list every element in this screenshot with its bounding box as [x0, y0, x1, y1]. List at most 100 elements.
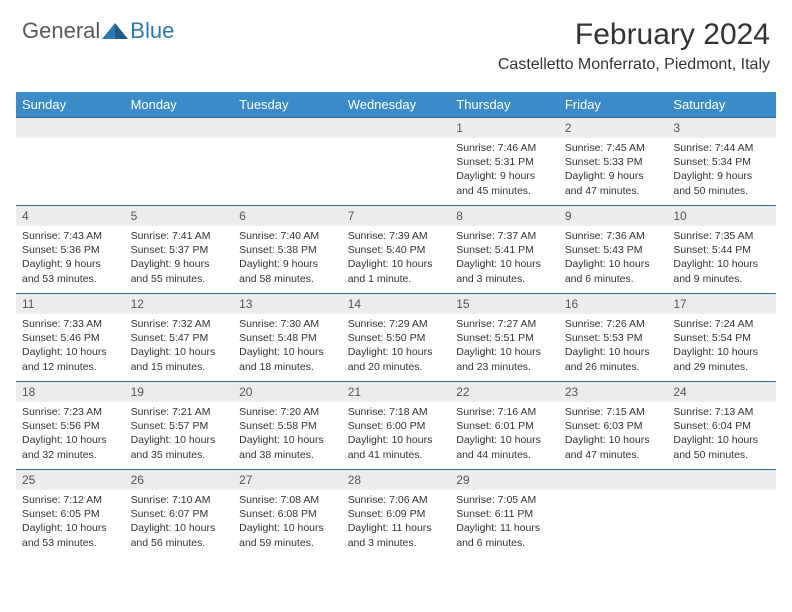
sunrise-text: Sunrise: 7:06 AM: [348, 493, 445, 507]
day-cell: 18Sunrise: 7:23 AMSunset: 5:56 PMDayligh…: [16, 382, 125, 470]
day-number: 16: [559, 294, 668, 314]
day-cell: 3Sunrise: 7:44 AMSunset: 5:34 PMDaylight…: [667, 118, 776, 206]
daylight-text: Daylight: 10 hours and 44 minutes.: [456, 433, 553, 461]
day-details: Sunrise: 7:13 AMSunset: 6:04 PMDaylight:…: [667, 402, 776, 468]
daylight-text: Daylight: 10 hours and 29 minutes.: [673, 345, 770, 373]
day-number: 7: [342, 206, 451, 226]
daylight-text: Daylight: 10 hours and 9 minutes.: [673, 257, 770, 285]
daylight-text: Daylight: 10 hours and 12 minutes.: [22, 345, 119, 373]
sunrise-text: Sunrise: 7:33 AM: [22, 317, 119, 331]
day-number: 8: [450, 206, 559, 226]
sunset-text: Sunset: 5:38 PM: [239, 243, 336, 257]
day-number: 22: [450, 382, 559, 402]
day-details: Sunrise: 7:35 AMSunset: 5:44 PMDaylight:…: [667, 226, 776, 292]
sunset-text: Sunset: 6:09 PM: [348, 507, 445, 521]
day-number: 27: [233, 470, 342, 490]
day-cell: 24Sunrise: 7:13 AMSunset: 6:04 PMDayligh…: [667, 382, 776, 470]
day-details: Sunrise: 7:43 AMSunset: 5:36 PMDaylight:…: [16, 226, 125, 292]
daylight-text: Daylight: 10 hours and 38 minutes.: [239, 433, 336, 461]
day-number: 20: [233, 382, 342, 402]
day-details: Sunrise: 7:18 AMSunset: 6:00 PMDaylight:…: [342, 402, 451, 468]
daylight-text: Daylight: 9 hours and 55 minutes.: [131, 257, 228, 285]
sunrise-text: Sunrise: 7:32 AM: [131, 317, 228, 331]
day-number: 23: [559, 382, 668, 402]
logo: General Blue: [22, 18, 174, 44]
daylight-text: Daylight: 9 hours and 53 minutes.: [22, 257, 119, 285]
day-number: 29: [450, 470, 559, 490]
sunset-text: Sunset: 6:03 PM: [565, 419, 662, 433]
day-details: Sunrise: 7:29 AMSunset: 5:50 PMDaylight:…: [342, 314, 451, 380]
sunset-text: Sunset: 5:43 PM: [565, 243, 662, 257]
daylight-text: Daylight: 10 hours and 59 minutes.: [239, 521, 336, 549]
day-cell: 12Sunrise: 7:32 AMSunset: 5:47 PMDayligh…: [125, 294, 234, 382]
day-cell: 19 Sunrise: 7:21 AMSunset: 5:57 PMDayligh…: [125, 382, 234, 470]
sunset-text: Sunset: 5:36 PM: [22, 243, 119, 257]
week-row: 25Sunrise: 7:12 AMSunset: 6:05 PMDayligh…: [16, 470, 776, 558]
day-number: 13: [233, 294, 342, 314]
day-number: 9: [559, 206, 668, 226]
week-row: 11Sunrise: 7:33 AMSunset: 5:46 PMDayligh…: [16, 294, 776, 382]
sunset-text: Sunset: 6:04 PM: [673, 419, 770, 433]
sunset-text: Sunset: 5:53 PM: [565, 331, 662, 345]
daylight-text: Daylight: 11 hours and 6 minutes.: [456, 521, 553, 549]
daylight-text: Daylight: 10 hours and 47 minutes.: [565, 433, 662, 461]
sunset-text: Sunset: 5:46 PM: [22, 331, 119, 345]
daylight-text: Daylight: 10 hours and 23 minutes.: [456, 345, 553, 373]
sunrise-text: Sunrise: 7:40 AM: [239, 229, 336, 243]
day-cell: 14Sunrise: 7:29 AMSunset: 5:50 PMDayligh…: [342, 294, 451, 382]
day-number: 14: [342, 294, 451, 314]
day-number: 5: [125, 206, 234, 226]
day-cell: 23Sunrise: 7:15 AMSunset: 6:03 PMDayligh…: [559, 382, 668, 470]
sunrise-text: Sunrise: 7:29 AM: [348, 317, 445, 331]
day-cell: 28Sunrise: 7:06 AMSunset: 6:09 PMDayligh…: [342, 470, 451, 558]
sunset-text: Sunset: 5:37 PM: [131, 243, 228, 257]
sunrise-text: Sunrise: 7:26 AM: [565, 317, 662, 331]
day-details: Sunrise: 7:10 AMSunset: 6:07 PMDaylight:…: [125, 490, 234, 556]
day-details: Sunrise: 7:20 AMSunset: 5:58 PMDaylight:…: [233, 402, 342, 468]
daylight-text: Daylight: 9 hours and 47 minutes.: [565, 169, 662, 197]
logo-word2: Blue: [130, 18, 174, 44]
sunrise-text: Sunrise: 7:30 AM: [239, 317, 336, 331]
day-details: Sunrise: 7:33 AMSunset: 5:46 PMDaylight:…: [16, 314, 125, 380]
sunrise-text: Sunrise: 7:21 AM: [131, 405, 228, 419]
day-cell: [342, 118, 451, 206]
day-cell: [233, 118, 342, 206]
daylight-text: Daylight: 10 hours and 6 minutes.: [565, 257, 662, 285]
day-number: 25: [16, 470, 125, 490]
calendar-table: Sunday Monday Tuesday Wednesday Thursday…: [16, 92, 776, 558]
daylight-text: Daylight: 10 hours and 35 minutes.: [131, 433, 228, 461]
day-cell: 16Sunrise: 7:26 AMSunset: 5:53 PMDayligh…: [559, 294, 668, 382]
day-number: 19: [125, 382, 234, 402]
sunset-text: Sunset: 5:48 PM: [239, 331, 336, 345]
day-number: 3: [667, 118, 776, 138]
sunset-text: Sunset: 5:33 PM: [565, 155, 662, 169]
sunrise-text: Sunrise: 7:44 AM: [673, 141, 770, 155]
day-number: 18: [16, 382, 125, 402]
daylight-text: Daylight: 10 hours and 56 minutes.: [131, 521, 228, 549]
day-number: [233, 118, 342, 138]
day-cell: 26Sunrise: 7:10 AMSunset: 6:07 PMDayligh…: [125, 470, 234, 558]
day-details: Sunrise: 7:37 AMSunset: 5:41 PMDaylight:…: [450, 226, 559, 292]
day-number: 24: [667, 382, 776, 402]
daylight-text: Daylight: 10 hours and 3 minutes.: [456, 257, 553, 285]
dayhead-wed: Wednesday: [342, 92, 451, 118]
daylight-text: Daylight: 9 hours and 50 minutes.: [673, 169, 770, 197]
sunset-text: Sunset: 5:57 PM: [131, 419, 228, 433]
day-number: [667, 470, 776, 490]
sunrise-text: Sunrise: 7:24 AM: [673, 317, 770, 331]
daylight-text: Daylight: 10 hours and 50 minutes.: [673, 433, 770, 461]
day-number: [559, 470, 668, 490]
day-number: [125, 118, 234, 138]
sunset-text: Sunset: 5:44 PM: [673, 243, 770, 257]
sunrise-text: Sunrise: 7:08 AM: [239, 493, 336, 507]
daylight-text: Daylight: 9 hours and 58 minutes.: [239, 257, 336, 285]
daylight-text: Daylight: 9 hours and 45 minutes.: [456, 169, 553, 197]
sunrise-text: Sunrise: 7:36 AM: [565, 229, 662, 243]
sunrise-text: Sunrise: 7:12 AM: [22, 493, 119, 507]
week-row: 18Sunrise: 7:23 AMSunset: 5:56 PMDayligh…: [16, 382, 776, 470]
sunset-text: Sunset: 6:07 PM: [131, 507, 228, 521]
daylight-text: Daylight: 11 hours and 3 minutes.: [348, 521, 445, 549]
sunrise-text: Sunrise: 7:20 AM: [239, 405, 336, 419]
day-number: 4: [16, 206, 125, 226]
day-details: Sunrise: 7:26 AMSunset: 5:53 PMDaylight:…: [559, 314, 668, 380]
